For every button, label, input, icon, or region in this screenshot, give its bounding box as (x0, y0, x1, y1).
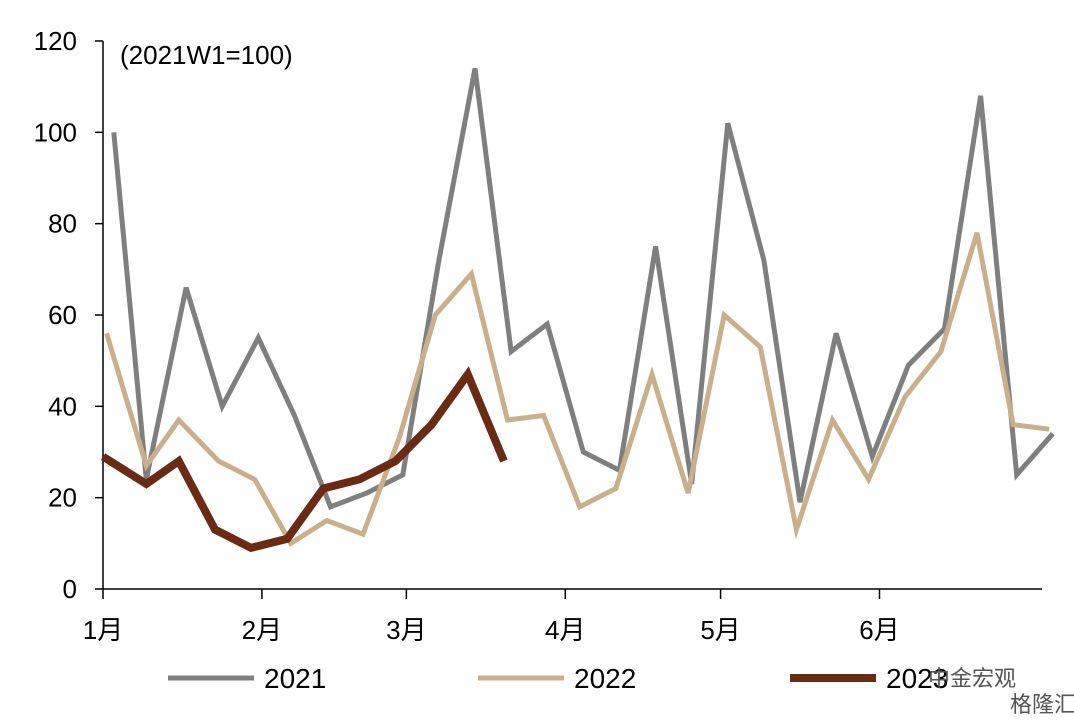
legend-label-2023: 2023 (886, 663, 948, 694)
y-tick-label: 120 (34, 26, 77, 56)
y-tick-label: 60 (48, 300, 77, 330)
y-tick-label: 40 (48, 391, 77, 421)
chart-note: (2021W1=100) (120, 40, 293, 70)
x-tick-label: 5月 (700, 615, 740, 645)
legend-label-2021: 2021 (264, 663, 326, 694)
y-tick-label: 20 (48, 483, 77, 513)
y-tick-label: 100 (34, 117, 77, 147)
watermark-site: 格隆汇 (1010, 693, 1074, 718)
legend-label-2022: 2022 (574, 663, 636, 694)
series-line-2023 (100, 366, 508, 553)
series-line-2022 (104, 232, 1050, 547)
axes: 0 20 40 60 80 100 120 1月 2月 3月 4月 5月 6月 (34, 26, 1042, 645)
series-line-2021 (111, 67, 1055, 511)
legend: 2021 2022 2023 (168, 663, 948, 694)
watermark-channel: 中金宏观 (928, 667, 1016, 692)
x-tick-label: 2月 (242, 615, 282, 645)
x-tick-label: 6月 (859, 615, 899, 645)
series-group (100, 67, 1055, 553)
y-tick-label: 0 (63, 574, 77, 604)
x-tick-label: 3月 (386, 615, 426, 645)
watermark: 中金宏观 格隆汇 (928, 667, 1074, 718)
y-tick-label: 80 (48, 209, 77, 239)
x-tick-label: 4月 (545, 615, 585, 645)
x-tick-label: 1月 (83, 615, 123, 645)
